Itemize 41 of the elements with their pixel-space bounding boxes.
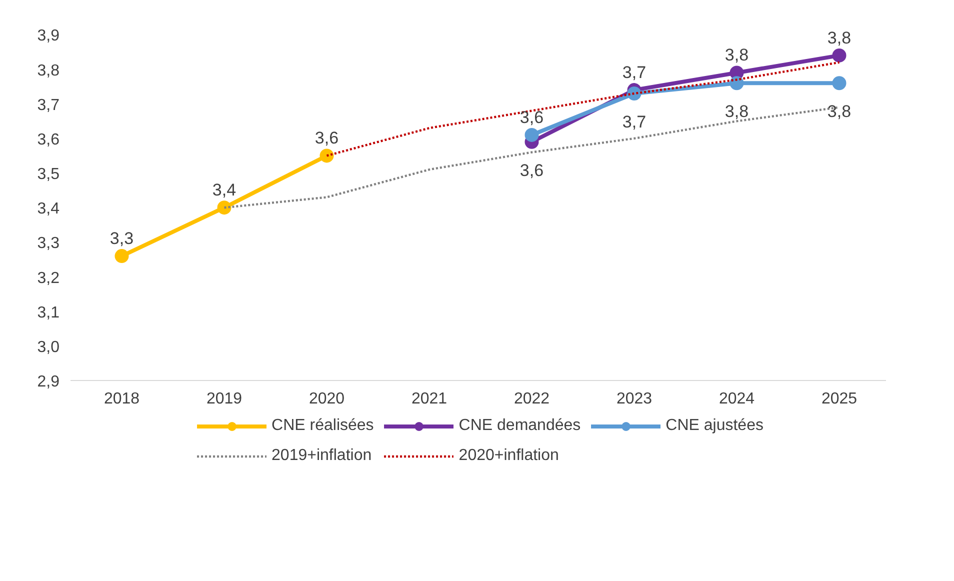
data-label: 3,8 [724, 102, 749, 122]
data-label: 3,4 [212, 180, 236, 200]
point [832, 76, 846, 90]
legend-label: CNE ajustées [666, 417, 764, 435]
y-tick-label: 3,5 [37, 166, 60, 184]
point [524, 128, 539, 142]
point [320, 148, 334, 163]
x-tick-label: 2020 [308, 390, 345, 408]
y-tick-label: 3,8 [37, 62, 60, 80]
y-tick-label: 3,7 [37, 96, 60, 114]
data-label: 3,6 [314, 128, 339, 148]
legend-label: CNE réalisées [272, 417, 374, 435]
data-label: 3,7 [622, 112, 646, 132]
x-tick-label: 2021 [411, 390, 448, 408]
data-label: 3,6 [520, 108, 544, 127]
x-tick-label: 2018 [104, 390, 140, 408]
y-tick-label: 3,3 [37, 235, 60, 252]
legend-label: CNE demandées [458, 417, 581, 435]
x-tick-label: 2024 [718, 390, 755, 408]
y-tick-label: 3,9 [37, 28, 60, 45]
x-tick-label: 2025 [821, 390, 858, 408]
y-tick-label: 3,4 [37, 200, 60, 218]
data-label: 3,3 [110, 229, 134, 248]
legend-label: 2020+inflation [458, 447, 559, 465]
data-label: 3,8 [827, 28, 852, 48]
data-label: 3,8 [724, 46, 749, 65]
y-tick-label: 3,0 [37, 338, 60, 356]
y-tick-label: 3,6 [37, 131, 60, 148]
point [832, 48, 846, 62]
point [114, 249, 129, 263]
x-tick-label: 2023 [616, 390, 652, 408]
x-tick-label: 2019 [206, 390, 242, 408]
x-tick-label: 2022 [514, 390, 550, 408]
data-label: 3,8 [827, 102, 852, 122]
y-tick-label: 2,9 [37, 374, 60, 390]
legend-label: 2019+inflation [272, 447, 372, 465]
y-tick-label: 3,2 [37, 270, 60, 287]
y-tick-label: 3,1 [37, 304, 60, 322]
data-label: 3,7 [622, 63, 646, 82]
point [217, 200, 232, 215]
data-label: 3,6 [520, 160, 544, 180]
